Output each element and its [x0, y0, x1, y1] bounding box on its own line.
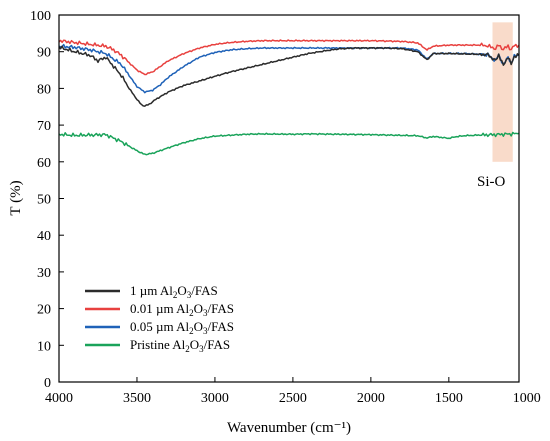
y-tick-label: 90	[37, 46, 51, 61]
y-axis-title: T (%)	[8, 180, 24, 215]
x-tick-label: 1500	[435, 391, 463, 406]
legend-label: 0.01 µm Al2O3/FAS	[130, 301, 234, 318]
si-o-band	[492, 22, 513, 162]
y-tick-label: 80	[37, 82, 51, 97]
y-tick-label: 50	[37, 193, 51, 208]
y-tick-label: 60	[37, 156, 51, 171]
y-tick-label: 30	[37, 266, 51, 281]
series-line-1	[58, 131, 520, 156]
y-tick-label: 10	[37, 339, 51, 354]
x-tick-label: 1000	[513, 391, 541, 406]
x-tick-label: 3500	[123, 391, 151, 406]
y-tick-label: 100	[30, 9, 51, 24]
series-line-2	[58, 39, 520, 76]
y-tick-label: 40	[37, 229, 51, 244]
x-tick-label: 3000	[201, 391, 229, 406]
x-axis-title: Wavenumber (cm⁻¹)	[227, 420, 351, 436]
legend-label: Pristine Al2O3/FAS	[130, 337, 230, 354]
x-tick-label: 4000	[45, 391, 73, 406]
si-o-annotation: Si-O	[477, 174, 506, 190]
x-tick-label: 2000	[357, 391, 385, 406]
x-tick-label: 2500	[279, 391, 307, 406]
y-tick-label: 0	[44, 376, 51, 391]
y-tick-label: 70	[37, 119, 51, 134]
legend-label: 1 µm Al2O3/FAS	[130, 283, 218, 300]
y-tick-label: 20	[37, 303, 51, 318]
legend-label: 0.05 µm Al2O3/FAS	[130, 319, 234, 336]
series-line-4	[58, 45, 520, 107]
